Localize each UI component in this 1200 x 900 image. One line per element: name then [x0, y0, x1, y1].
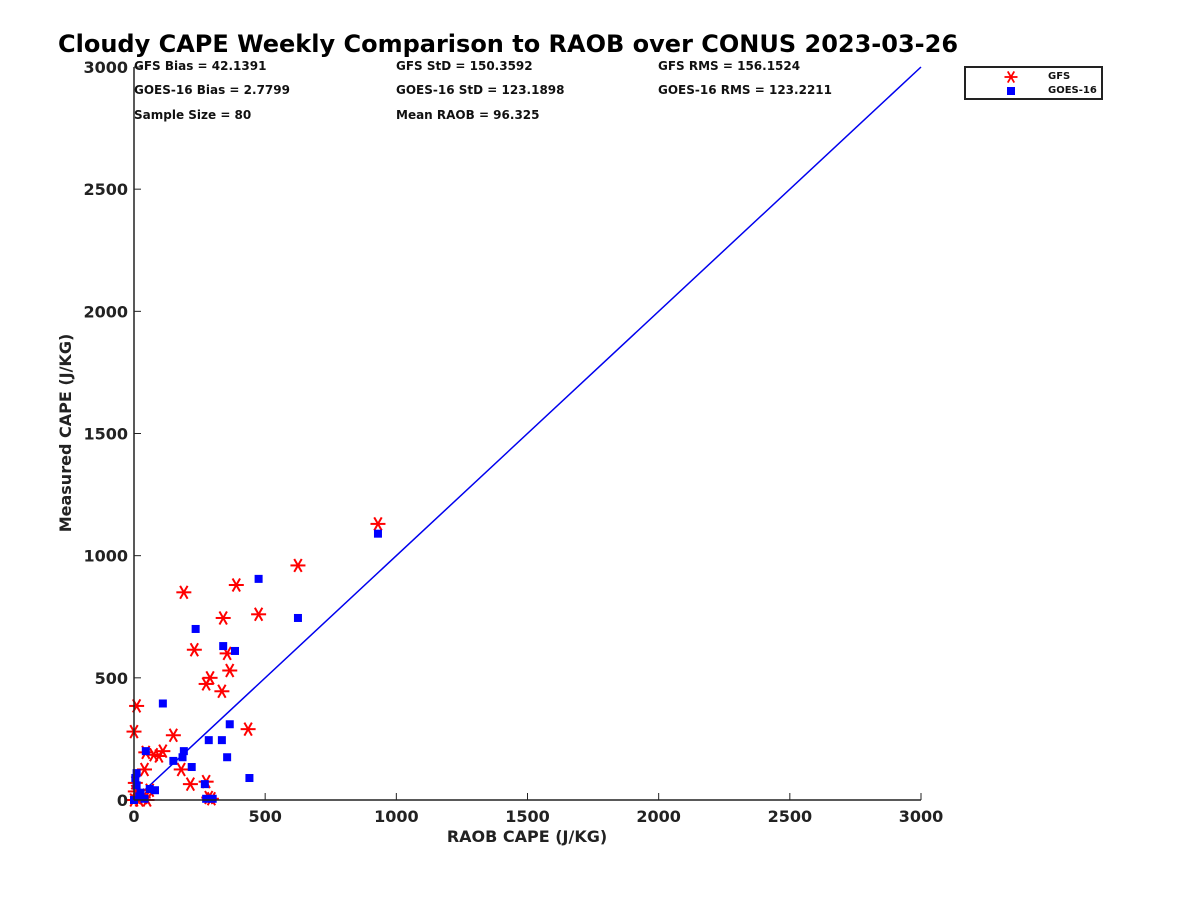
goes-point [202, 794, 211, 803]
gfs-point [173, 762, 189, 777]
goes-rms-stat: GOES-16 RMS = 123.2211 [658, 83, 832, 97]
gfs-point [228, 577, 244, 592]
goes-series [130, 529, 382, 804]
gfs-rms-stat: GFS RMS = 156.1524 [658, 59, 801, 73]
goes-point [169, 756, 178, 765]
goes-point [179, 747, 188, 756]
x-axis-label: RAOB CAPE (J/KG) [447, 827, 607, 846]
goes-point [136, 788, 145, 797]
goes-point [217, 736, 226, 745]
goes-point [131, 774, 140, 783]
goes-point [200, 780, 209, 789]
gfs-point [176, 585, 192, 600]
gfs-point [222, 663, 238, 678]
gfs-point [370, 516, 386, 531]
square-icon [1007, 87, 1015, 95]
gfs-point [240, 722, 256, 737]
x-tick-label: 2000 [636, 807, 681, 826]
goes-point [245, 774, 254, 783]
y-tick-label: 500 [95, 669, 128, 688]
gfs-point [251, 607, 267, 622]
goes-point [373, 529, 382, 538]
y-tick-label: 3000 [83, 58, 128, 77]
legend-label-goes: GOES-16 [1048, 85, 1097, 96]
goes-point [132, 781, 141, 790]
gfs-point [214, 684, 230, 699]
legend-label-gfs: GFS [1048, 71, 1071, 82]
gfs-point [215, 610, 231, 625]
gfs-point [182, 777, 198, 792]
goes-point [254, 574, 263, 583]
x-tick-label: 1500 [505, 807, 550, 826]
y-axis-label: Measured CAPE (J/KG) [56, 334, 75, 533]
gfs-point [165, 728, 181, 743]
gfs-point [186, 642, 202, 657]
gfs-point [290, 558, 306, 573]
x-tick-label: 2500 [768, 807, 813, 826]
goes-point [178, 753, 187, 762]
goes-bias-stat: GOES-16 Bias = 2.7799 [134, 83, 290, 97]
legend: GFS GOES-16 [964, 66, 1103, 100]
goes-point [191, 624, 200, 633]
y-tick-label: 0 [117, 791, 128, 810]
y-tick-label: 2500 [83, 180, 128, 199]
gfs-bias-stat: GFS Bias = 42.1391 [134, 59, 267, 73]
legend-item-gfs: GFS [966, 70, 1101, 84]
goes-point [132, 769, 141, 778]
gfs-series [126, 516, 386, 807]
y-tick-label: 1500 [83, 425, 128, 444]
goes-point [219, 642, 228, 651]
one-to-one-line [133, 66, 922, 801]
goes-point [204, 736, 213, 745]
goes-std-stat: GOES-16 StD = 123.1898 [396, 83, 565, 97]
goes-point [230, 646, 239, 655]
goes-point [158, 699, 167, 708]
goes-point [225, 720, 234, 729]
y-tick-label: 2000 [83, 302, 128, 321]
x-tick-label: 500 [248, 807, 281, 826]
goes-point [140, 794, 149, 803]
asterisk-icon [1004, 70, 1018, 84]
goes-point [187, 763, 196, 772]
gfs-std-stat: GFS StD = 150.3592 [396, 59, 533, 73]
goes-point [208, 794, 217, 803]
mean-raob-stat: Mean RAOB = 96.325 [396, 108, 540, 122]
chart-title: Cloudy CAPE Weekly Comparison to RAOB ov… [58, 30, 959, 58]
goes-point [150, 786, 159, 795]
x-tick-label: 1000 [374, 807, 419, 826]
sample-size-stat: Sample Size = 80 [134, 108, 252, 122]
gfs-point [198, 676, 214, 691]
gfs-point [129, 698, 145, 713]
goes-point [141, 747, 150, 756]
goes-point [293, 613, 302, 622]
goes-point [145, 785, 154, 794]
x-tick-label: 0 [128, 807, 139, 826]
y-tick-label: 1000 [83, 547, 128, 566]
legend-item-goes: GOES-16 [966, 84, 1101, 98]
x-tick-label: 3000 [899, 807, 944, 826]
goes-point [223, 753, 232, 762]
